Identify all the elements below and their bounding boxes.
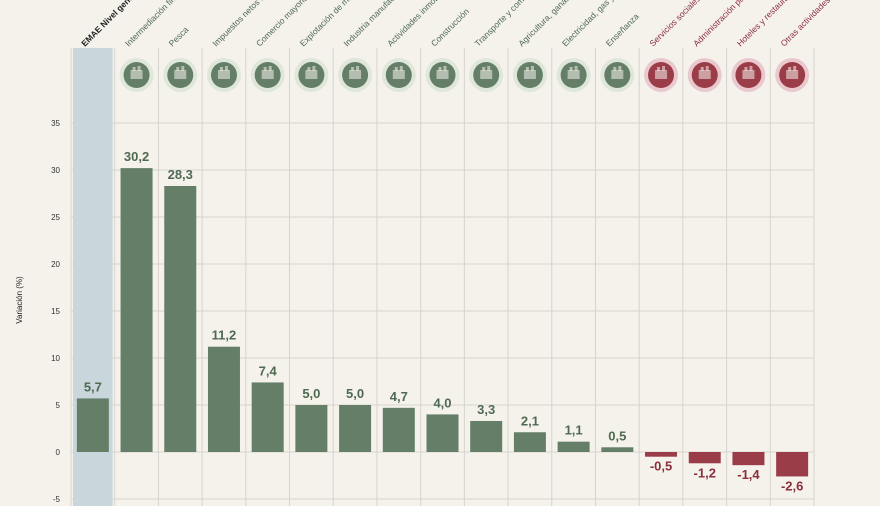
industry-icon	[338, 58, 373, 92]
hotel-icon	[731, 58, 766, 92]
bar	[732, 452, 765, 466]
bank-icon	[119, 58, 154, 92]
data-label: 1,1	[565, 423, 583, 438]
bar	[251, 382, 284, 452]
transport-icon	[469, 58, 504, 92]
bar	[601, 447, 634, 452]
data-label: 7,4	[259, 363, 278, 378]
bar	[295, 405, 328, 452]
data-label: 0,5	[608, 428, 626, 443]
category-label: Enseñanza	[604, 11, 641, 48]
category-label: Pesca	[167, 24, 191, 48]
bar	[207, 346, 240, 452]
electricity-icon	[556, 58, 591, 92]
data-label: -2,6	[781, 478, 803, 493]
data-label: 5,0	[302, 386, 320, 401]
bar	[76, 398, 109, 452]
y-tick-label: 20	[51, 260, 60, 269]
bar	[513, 432, 546, 452]
y-tick-label: 0	[56, 448, 61, 457]
y-axis-label: Variación (%)	[15, 276, 24, 324]
health-icon	[644, 58, 679, 92]
mining-icon	[294, 58, 329, 92]
bar	[426, 414, 459, 452]
tax-icon	[206, 58, 241, 92]
category-label: Intermediación financiera	[123, 0, 197, 48]
data-label: 2,1	[521, 413, 539, 428]
data-label: -1,2	[694, 465, 716, 480]
bar	[645, 452, 678, 457]
data-label: -0,5	[650, 459, 672, 474]
data-label: 5,7	[84, 379, 102, 394]
data-label: -1,4	[737, 467, 760, 482]
commerce-icon	[250, 58, 285, 92]
category-label: Otras actividades de servicios comunitar…	[778, 0, 880, 48]
data-label: 5,0	[346, 386, 364, 401]
data-label: 4,0	[433, 395, 451, 410]
bar	[382, 407, 415, 452]
bar	[557, 441, 590, 452]
y-tick-label: 5	[56, 401, 61, 410]
y-tick-label: -5	[53, 495, 61, 504]
data-label: 4,7	[390, 389, 408, 404]
fishing-icon	[163, 58, 198, 92]
y-axis-ticks: -5 0 5 10 15 20 25 30 35	[51, 119, 60, 504]
y-tick-label: 25	[51, 213, 60, 222]
community-services-icon	[775, 58, 810, 92]
public-admin-icon	[687, 58, 722, 92]
construction-icon	[425, 58, 460, 92]
data-label: 30,2	[124, 149, 149, 164]
data-label: 3,3	[477, 402, 495, 417]
y-tick-label: 15	[51, 307, 60, 316]
y-tick-label: 35	[51, 119, 60, 128]
agriculture-icon	[512, 58, 547, 92]
bar	[164, 185, 197, 453]
bar	[339, 405, 372, 452]
category-label: Construcción	[429, 6, 471, 48]
real-estate-icon	[381, 58, 416, 92]
bar	[688, 452, 721, 464]
bar	[470, 420, 503, 452]
bars: 5,7 30,2 28,3 11,2 7,4 5,0 5,0 4,7 4,0 3,3 2,1 1,1 0…	[76, 149, 809, 493]
bar	[776, 452, 809, 477]
data-label: 28,3	[168, 167, 193, 182]
y-tick-label: 10	[51, 354, 60, 363]
education-icon	[600, 58, 635, 92]
y-tick-label: 30	[51, 166, 60, 175]
category-icons	[119, 58, 810, 92]
data-label: 11,2	[212, 328, 237, 343]
bar	[120, 168, 153, 452]
